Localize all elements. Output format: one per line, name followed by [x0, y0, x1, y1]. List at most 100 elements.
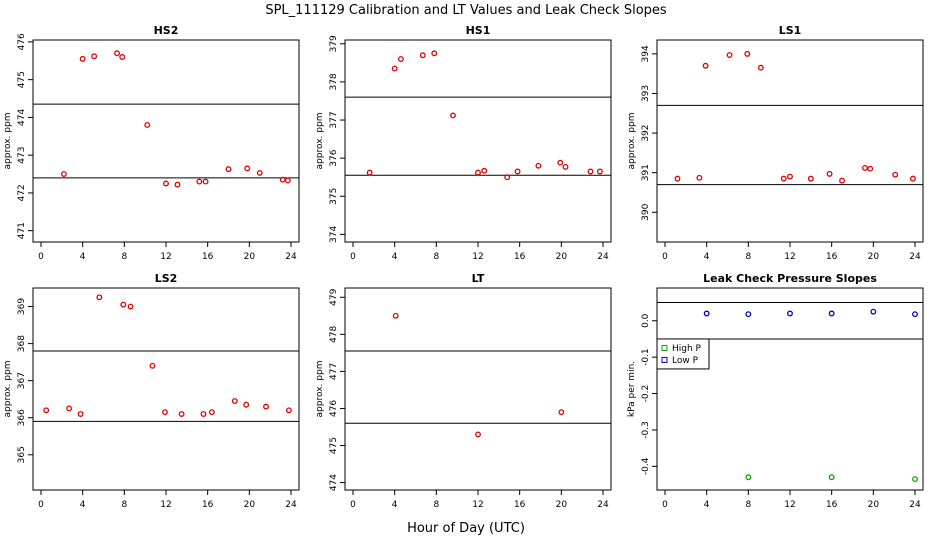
data-point: [867, 165, 874, 172]
x-tick-label: 8: [745, 252, 751, 262]
data-point: [828, 310, 835, 317]
y-tick-label: 473: [17, 147, 27, 164]
data-point: [391, 65, 398, 72]
data-point: [162, 409, 168, 416]
x-tick-label: 16: [202, 252, 214, 262]
data-point: [225, 166, 232, 173]
data-point: [504, 174, 511, 181]
legend-swatch: [661, 356, 668, 363]
y-tick-label: 369: [17, 298, 27, 315]
y-tick-label: 478: [329, 325, 339, 342]
data-point: [535, 162, 542, 169]
data-point: [787, 310, 793, 317]
data-point: [200, 411, 207, 417]
x-tick-label: 20: [556, 252, 568, 262]
x-tick-label: 4: [392, 252, 398, 262]
y-tick-label: 471: [17, 222, 27, 239]
x-tick-label: 12: [784, 252, 795, 262]
data-point: [514, 168, 521, 175]
data-point: [702, 62, 709, 69]
data-point: [284, 177, 291, 184]
panel-hs2: HS2 approx. ppm 0 4 8 12 16 20 24 471 472 473 474 475…: [3, 24, 300, 262]
data-point: [780, 175, 787, 182]
y-axis-label: approx. ppm: [627, 113, 637, 170]
y-axis-label: approx. ppm: [315, 361, 325, 418]
plot-frame: [656, 39, 924, 243]
legend-box: [656, 338, 710, 370]
y-axis-label: kPa per min.: [627, 361, 637, 417]
x-tick-label: 4: [80, 500, 86, 510]
y-tick-label: 365: [17, 446, 27, 463]
data-point: [862, 164, 868, 171]
data-point: [96, 294, 103, 301]
y-tick-label: 474: [17, 109, 27, 126]
x-tick-label: 4: [392, 500, 398, 510]
y-tick-label: 393: [641, 85, 651, 102]
x-tick-label: 16: [826, 252, 838, 262]
x-tick-label: 16: [514, 500, 526, 510]
data-point: [587, 168, 594, 175]
y-tick-label: 376: [329, 149, 339, 166]
panel-ls2: LS2 approx. ppm 0 4 8 12 16 20 24 365 366 367 368 369: [3, 272, 300, 510]
chart-main-title: SPL_111129 Calibration and LT Values and…: [265, 3, 667, 18]
data-point: [244, 165, 251, 172]
data-point: [178, 411, 185, 417]
data-point: [909, 175, 916, 182]
y-tick-label: 374: [329, 226, 339, 243]
data-point: [745, 474, 752, 481]
data-point: [256, 169, 263, 176]
y-tick-label: 394: [641, 45, 651, 62]
x-tick-label: 24: [909, 252, 921, 262]
x-tick-label: 16: [514, 252, 526, 262]
x-tick-label: 20: [868, 252, 880, 262]
x-tick-label: 20: [556, 500, 568, 510]
y-tick-label: 390: [641, 203, 651, 220]
x-tick-label: 8: [745, 500, 751, 510]
data-point: [596, 168, 603, 175]
y-tick-label: 477: [329, 363, 339, 380]
data-point: [745, 311, 752, 318]
data-point: [807, 175, 814, 182]
data-point: [912, 311, 918, 318]
x-tick-label: 12: [784, 500, 795, 510]
x-axis-title: Hour of Day (UTC): [407, 521, 525, 536]
x-tick-label: 20: [244, 252, 256, 262]
y-tick-label: 391: [641, 164, 651, 181]
x-tick-label: 20: [244, 500, 256, 510]
panel-title: HS1: [466, 24, 491, 37]
y-tick-label: 377: [329, 111, 339, 128]
panel-lt: LT approx. ppm 0 4 8 12 16 20 24 474 475 476 477 478 4…: [315, 272, 612, 510]
x-tick-label: 16: [202, 500, 214, 510]
x-tick-label: 24: [909, 500, 921, 510]
data-point: [744, 50, 751, 57]
y-tick-label: 0.0: [641, 313, 651, 328]
data-point: [231, 398, 238, 404]
data-point: [562, 163, 569, 170]
data-point: [397, 56, 404, 63]
plot-frame: [344, 287, 612, 491]
y-tick-label: 375: [329, 188, 339, 205]
data-point: [703, 310, 710, 317]
data-point: [726, 52, 733, 59]
x-tick-label: 4: [80, 252, 86, 262]
y-tick-label: 379: [329, 35, 339, 52]
x-tick-label: 4: [704, 500, 710, 510]
panel-title: LT: [472, 272, 485, 285]
panel-title: LS1: [779, 24, 802, 37]
y-tick-label: 472: [17, 184, 27, 201]
y-tick-label: 368: [17, 335, 27, 352]
data-point: [826, 170, 833, 177]
data-point: [366, 169, 373, 176]
data-point: [450, 112, 456, 119]
panel-title: Leak Check Pressure Slopes: [703, 272, 877, 285]
y-tick-label: -0.4: [641, 457, 651, 475]
x-tick-label: 4: [704, 252, 710, 262]
y-tick-label: 475: [17, 71, 27, 88]
data-point: [696, 174, 703, 181]
data-point: [174, 181, 181, 188]
y-axis-label: approx. ppm: [3, 361, 13, 418]
x-tick-label: 16: [826, 500, 838, 510]
x-tick-label: 8: [433, 252, 439, 262]
